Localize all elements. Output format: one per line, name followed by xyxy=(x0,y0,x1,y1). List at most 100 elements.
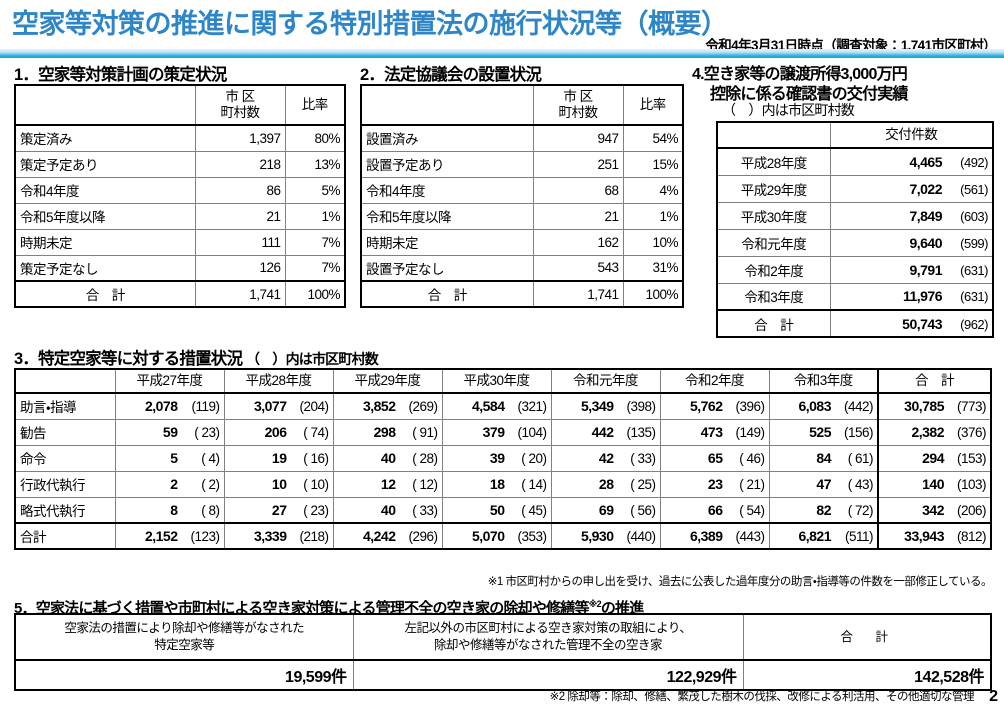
cell-count: 82 xyxy=(816,501,831,518)
removal-repair-promotion-table: 空家法の措置により除却や修繕等がなされた 特定空家等 左記以外の市区町村による空… xyxy=(14,613,992,691)
header-municipality-count: 市 区 町村数 xyxy=(194,84,286,126)
row-cell: 379 (104) xyxy=(441,418,552,446)
row-count: 1,397 xyxy=(194,124,286,152)
table-row: 策定予定あり 218 13% xyxy=(14,150,346,178)
cell-municipality: (123) xyxy=(190,529,220,544)
row-ratio: 80% xyxy=(284,124,346,152)
row-cell: 5,349 (398) xyxy=(550,392,661,420)
table-total-row: 合計 2,152 (123) 3,339 (218) 4,242 (296) 5,07… xyxy=(14,522,992,550)
row-ratio: 31% xyxy=(622,254,684,282)
row-cell: 69 ( 56) xyxy=(550,496,661,524)
row-value-cell: 11,976 (631) xyxy=(829,282,994,311)
cell-count: 69 xyxy=(598,501,614,518)
cell-count: 33,943 xyxy=(904,528,944,544)
row-label: 設置予定なし xyxy=(360,254,534,282)
cell-municipality: (442) xyxy=(843,399,874,415)
section1-heading: 1．空家等対策計画の策定状況 xyxy=(14,66,227,84)
cell-municipality: (376) xyxy=(956,425,987,440)
row-cell: 65 ( 46) xyxy=(659,444,770,472)
row-total-cell: 342 (206) xyxy=(877,496,992,524)
cell-count: 28 xyxy=(598,476,614,492)
row-count: 218 xyxy=(194,150,286,178)
table-header-row: 平成27年度 平成28年度 平成29年度 平成30年度 令和元年度 令和2年度 … xyxy=(14,368,992,394)
header-blank xyxy=(14,368,116,394)
row-municipality-count: (631) xyxy=(960,289,988,305)
row-cell: 2 ( 2) xyxy=(114,470,225,498)
table-row: 行政代執行 2 ( 2) 10 ( 10) 12 ( 12) 18 ( 14) 28 ( … xyxy=(14,470,992,498)
total-count: 1,741 xyxy=(194,280,286,308)
cell-count: 18 xyxy=(489,476,505,492)
page-title: 空家等対策の推進に関する特別措置法の施行状況等（概要） xyxy=(12,9,728,39)
header-line2: 町村数 xyxy=(220,105,261,120)
cell-count: 40 xyxy=(380,450,396,466)
row-cell: 18 ( 14) xyxy=(441,470,552,498)
row-fiscal-year: 平成29年度 xyxy=(716,174,831,203)
cell-count: 4,242 xyxy=(362,528,396,544)
cell-municipality: (353) xyxy=(517,529,547,544)
table-row: 令和5年度以降 21 1% xyxy=(14,202,346,230)
cell-count: 4,584 xyxy=(471,398,505,415)
section3-heading-text: 3．特定空家等に対する措置状況 xyxy=(14,350,243,368)
row-label: 設置済み xyxy=(360,124,534,152)
header-line1: 空家法の措置により除却や修繕等がなされた xyxy=(64,621,305,636)
row-value-cell: 4,465 (492) xyxy=(829,147,994,176)
row-cell: 40 ( 28) xyxy=(332,444,443,472)
cell-count: 5,930 xyxy=(580,528,614,544)
cell-count: 2,152 xyxy=(144,528,178,544)
table-row: 平成28年度 4,465 (492) xyxy=(716,147,994,176)
section4-heading-line1: 4.空き家等の譲渡所得3,000万円 xyxy=(692,66,908,83)
total-cell: 5,930 (440) xyxy=(550,522,661,550)
header-year: 令和3年度 xyxy=(768,368,879,394)
row-label: 策定予定あり xyxy=(14,150,196,178)
cell-municipality: ( 20) xyxy=(521,451,547,466)
row-cell: 3,852 (269) xyxy=(332,392,443,420)
cell-count: 298 xyxy=(373,424,396,440)
cell-municipality: ( 12) xyxy=(412,477,438,492)
cell-municipality: (296) xyxy=(408,529,438,544)
header-specified-vacant-houses: 空家法の措置により除却や修繕等がなされた 特定空家等 xyxy=(14,613,354,661)
row-label: 勧告 xyxy=(14,418,116,446)
total-municipality-count: (962) xyxy=(960,316,988,332)
row-value-cell: 7,022 (561) xyxy=(829,174,994,203)
grand-total-cell: 33,943 (812) xyxy=(877,522,992,550)
total-cell: 4,242 (296) xyxy=(332,522,443,550)
total-cell: 2,152 (123) xyxy=(114,522,225,550)
row-ratio: 5% xyxy=(284,176,346,204)
row-cell: 59 ( 23) xyxy=(114,418,225,446)
table-row: 令和元年度 9,640 (599) xyxy=(716,228,994,257)
total-cell: 6,389 (443) xyxy=(659,522,770,550)
section3-footnote: ※1 市区町村からの申し出を受け、過去に公表した過年度分の助言・指導等の件数を一… xyxy=(487,576,993,588)
section5-heading-footnote-marker: ※2 xyxy=(588,599,602,609)
cell-municipality: (321) xyxy=(517,399,547,415)
table-row: 設置予定なし 543 31% xyxy=(360,254,684,282)
row-label: 令和4年度 xyxy=(14,176,196,204)
cell-count: 3,852 xyxy=(362,398,396,415)
cell-municipality: ( 10) xyxy=(303,477,329,492)
table-total-row: 合 計 50,743 (962) xyxy=(716,309,994,338)
cell-municipality: ( 23) xyxy=(194,425,220,440)
row-cell: 82 ( 72) xyxy=(768,496,879,524)
row-ratio: 7% xyxy=(284,254,346,282)
cell-municipality: ( 72) xyxy=(847,502,874,518)
total-label: 合計 xyxy=(14,522,116,550)
cell-municipality: ( 21) xyxy=(739,477,765,492)
table-row: 命令 5 ( 4) 19 ( 16) 40 ( 28) 39 ( 20) 42 ( 33)… xyxy=(14,444,992,472)
row-cell: 3,077 (204) xyxy=(223,392,334,420)
cell-count: 473 xyxy=(700,424,723,440)
total-count: 1,741 xyxy=(532,280,624,308)
cell-municipality: ( 46) xyxy=(739,451,765,466)
row-cell: 47 ( 43) xyxy=(768,470,879,498)
table-row: 令和4年度 86 5% xyxy=(14,176,346,204)
row-label: 略式代執行 xyxy=(14,496,116,524)
row-label: 助言・指導 xyxy=(14,392,116,420)
cell-count: 66 xyxy=(707,501,723,518)
total-label: 合 計 xyxy=(360,280,534,308)
table-row: 助言・指導 2,078 (119) 3,077 (204) 3,852 (269) 4… xyxy=(14,392,992,420)
cell-count: 59 xyxy=(162,424,178,440)
row-value-cell: 7,849 (603) xyxy=(829,201,994,230)
header-municipality-count: 市 区 町村数 xyxy=(532,84,624,126)
row-count: 7,022 xyxy=(909,180,942,197)
row-municipality-count: (603) xyxy=(960,208,988,224)
row-fiscal-year: 平成30年度 xyxy=(716,201,831,230)
table-total-row: 合 計 1,741 100% xyxy=(360,280,684,308)
